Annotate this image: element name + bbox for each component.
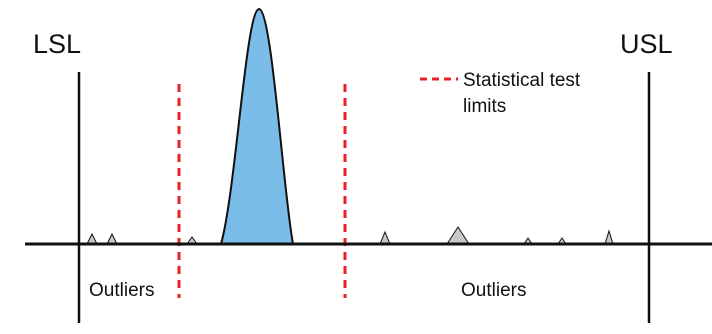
outlier-blip — [446, 226, 470, 245]
legend-label-line2: limits — [463, 96, 506, 117]
legend-label-line1: Statistical test — [463, 70, 581, 91]
outliers-right-label: Outliers — [461, 280, 526, 301]
outlier-blip — [379, 230, 391, 245]
outlier-blip — [604, 229, 614, 245]
distribution-peak — [219, 7, 295, 245]
usl-label: USL — [620, 29, 673, 59]
outliers-left-label: Outliers — [89, 280, 154, 301]
lsl-label: LSL — [33, 29, 81, 59]
